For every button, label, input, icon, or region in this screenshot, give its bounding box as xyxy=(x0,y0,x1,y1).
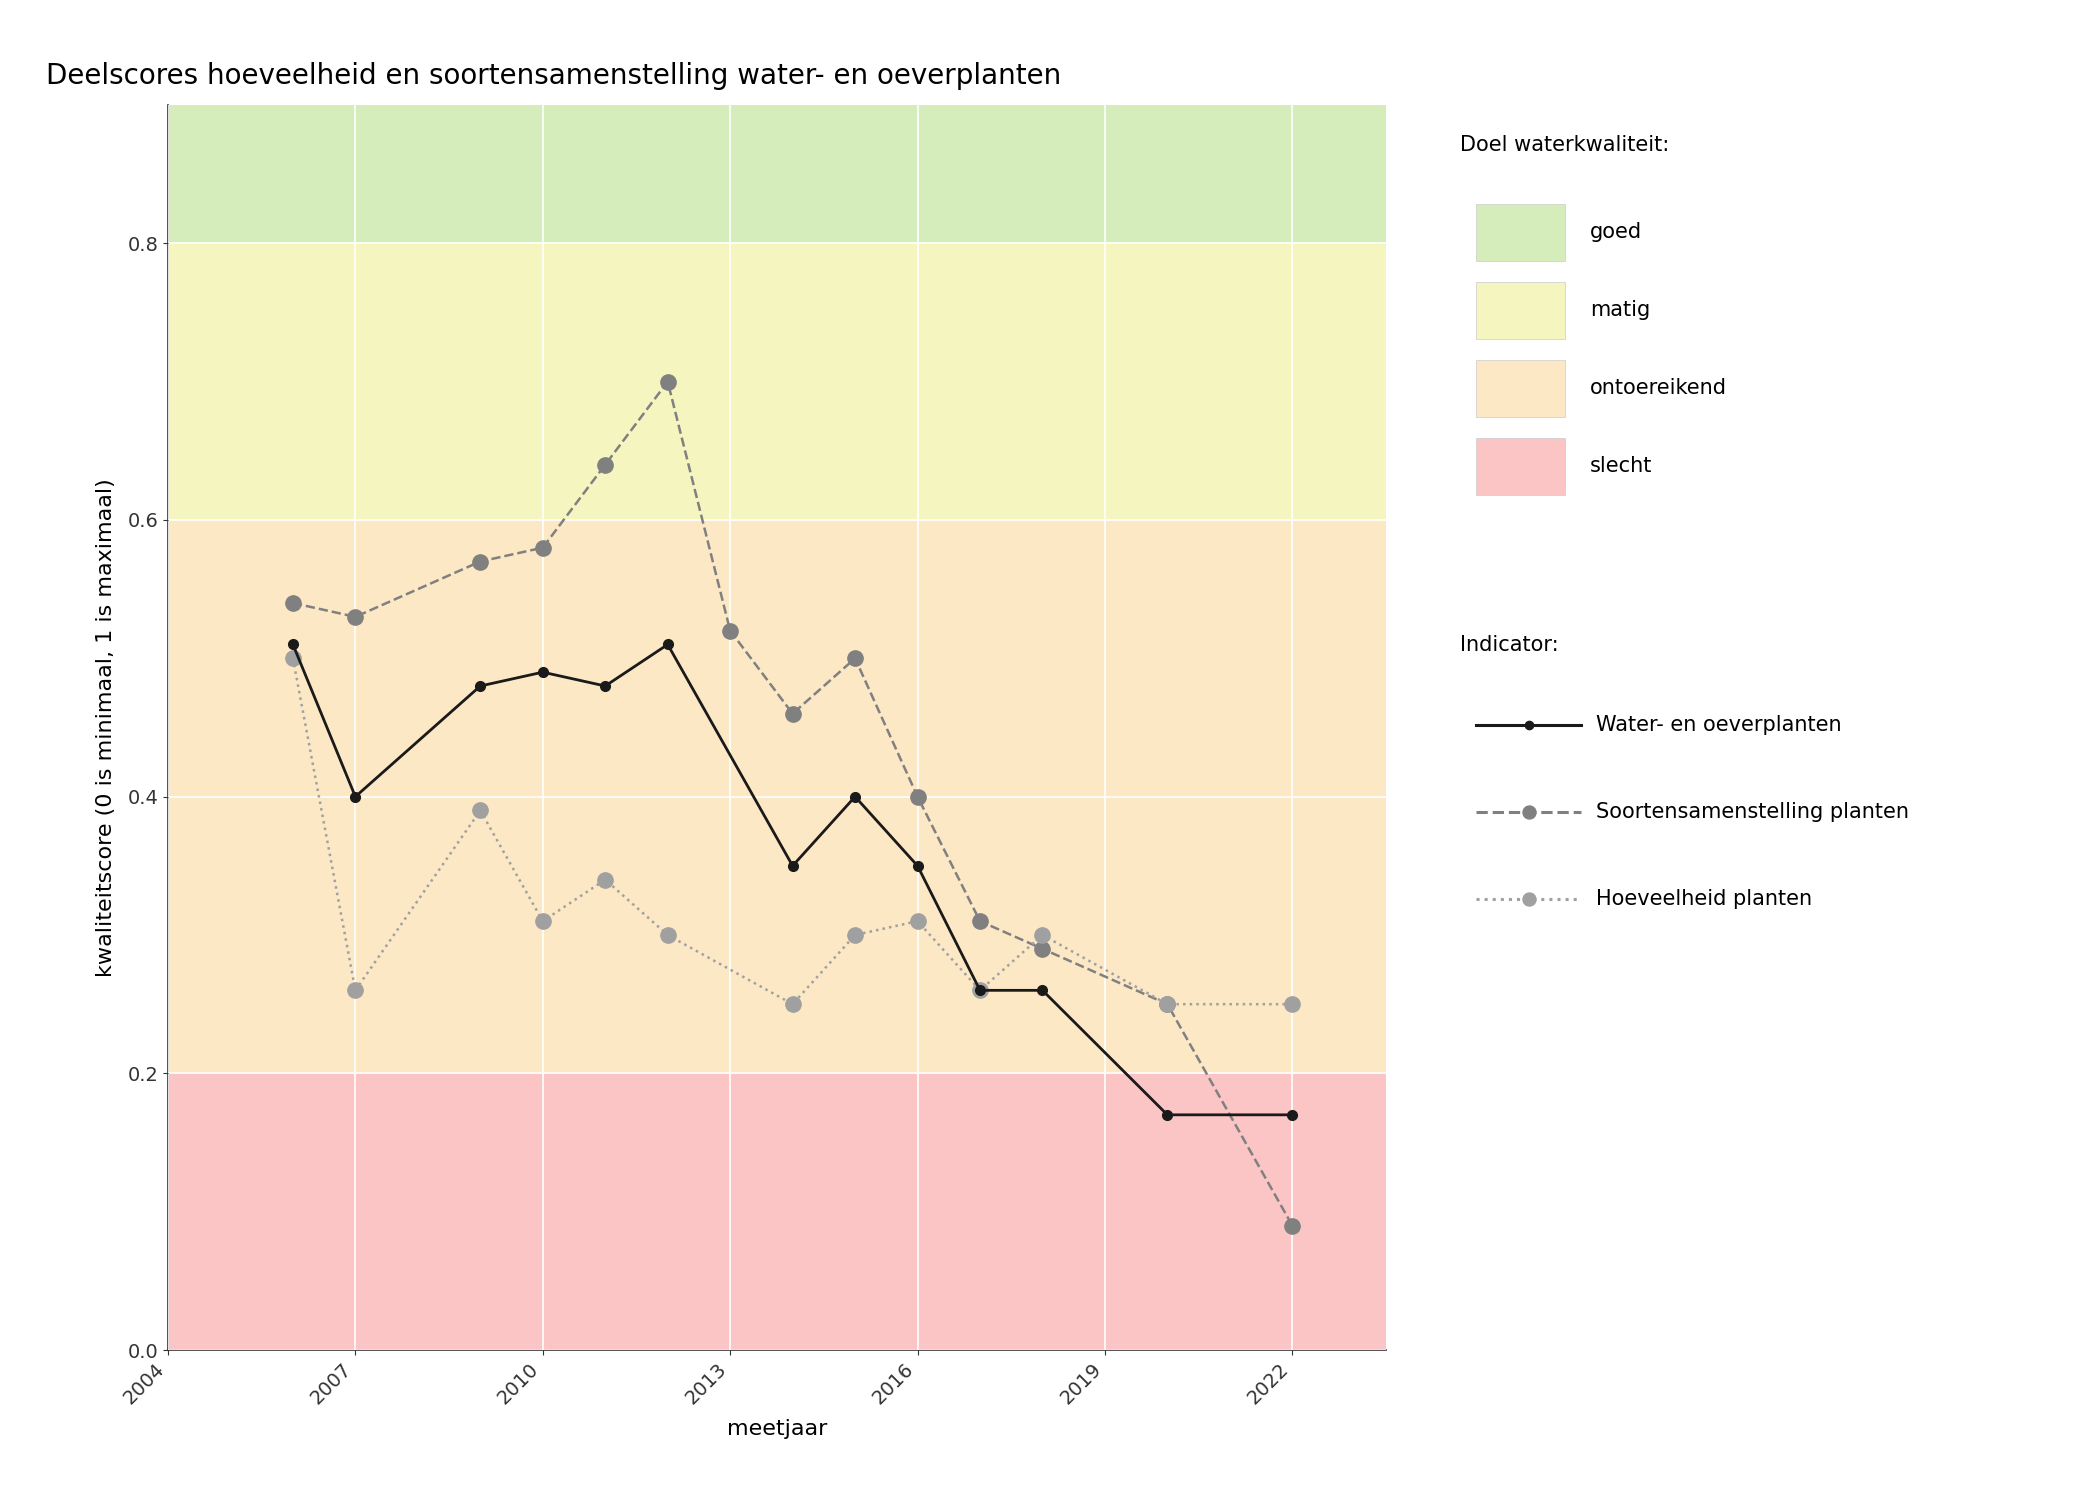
Soortensamenstelling planten xyxy=(592,456,617,474)
Text: Hoeveelheid planten: Hoeveelheid planten xyxy=(1596,888,1812,909)
Water- en oeverplanten xyxy=(468,676,494,694)
Hoeveelheid planten xyxy=(529,912,554,930)
Hoeveelheid planten xyxy=(342,981,368,999)
Water- en oeverplanten xyxy=(1029,981,1054,999)
Soortensamenstelling planten xyxy=(529,538,554,556)
Water- en oeverplanten xyxy=(279,636,304,654)
Text: slecht: slecht xyxy=(1590,456,1653,477)
Text: Soortensamenstelling planten: Soortensamenstelling planten xyxy=(1596,801,1909,822)
Text: Doel waterkwaliteit:: Doel waterkwaliteit: xyxy=(1460,135,1670,154)
Hoeveelheid planten xyxy=(1279,994,1304,1012)
Water- en oeverplanten xyxy=(842,788,867,806)
Hoeveelheid planten xyxy=(842,926,867,944)
Text: ontoereikend: ontoereikend xyxy=(1590,378,1726,399)
Soortensamenstelling planten xyxy=(279,594,304,612)
Water- en oeverplanten xyxy=(1279,1106,1304,1124)
Water- en oeverplanten xyxy=(655,636,680,654)
Soortensamenstelling planten xyxy=(779,705,804,723)
Bar xyxy=(168,520,1386,1074)
X-axis label: meetjaar: meetjaar xyxy=(727,1419,827,1438)
Bar xyxy=(168,243,1386,520)
Hoeveelheid planten xyxy=(1155,994,1180,1012)
Line: Soortensamenstelling planten: Soortensamenstelling planten xyxy=(286,374,1300,1233)
Soortensamenstelling planten xyxy=(1155,994,1180,1012)
Soortensamenstelling planten xyxy=(655,372,680,390)
Water- en oeverplanten xyxy=(905,856,930,874)
Hoeveelheid planten xyxy=(968,981,993,999)
Hoeveelheid planten xyxy=(592,870,617,888)
Hoeveelheid planten xyxy=(655,926,680,944)
Water- en oeverplanten xyxy=(968,981,993,999)
Bar xyxy=(168,1074,1386,1350)
Soortensamenstelling planten xyxy=(1029,940,1054,958)
Soortensamenstelling planten xyxy=(718,621,743,639)
Hoeveelheid planten xyxy=(779,994,804,1012)
Text: matig: matig xyxy=(1590,300,1651,321)
Text: goed: goed xyxy=(1590,222,1642,243)
Hoeveelheid planten xyxy=(468,801,494,819)
Hoeveelheid planten xyxy=(279,650,304,668)
Soortensamenstelling planten xyxy=(342,608,368,625)
Text: Water- en oeverplanten: Water- en oeverplanten xyxy=(1596,714,1842,735)
Water- en oeverplanten xyxy=(529,663,554,681)
Water- en oeverplanten xyxy=(592,676,617,694)
Soortensamenstelling planten xyxy=(968,912,993,930)
Water- en oeverplanten xyxy=(1155,1106,1180,1124)
Soortensamenstelling planten xyxy=(842,650,867,668)
Water- en oeverplanten xyxy=(342,788,368,806)
Soortensamenstelling planten xyxy=(905,788,930,806)
Hoeveelheid planten xyxy=(1029,926,1054,944)
Water- en oeverplanten xyxy=(779,856,804,874)
Text: Indicator:: Indicator: xyxy=(1460,634,1558,654)
Y-axis label: kwaliteitscore (0 is minimaal, 1 is maximaal): kwaliteitscore (0 is minimaal, 1 is maxi… xyxy=(97,478,116,976)
Hoeveelheid planten xyxy=(905,912,930,930)
Soortensamenstelling planten xyxy=(468,552,494,570)
Text: Deelscores hoeveelheid en soortensamenstelling water- en oeverplanten: Deelscores hoeveelheid en soortensamenst… xyxy=(46,62,1060,90)
Line: Hoeveelheid planten: Hoeveelheid planten xyxy=(286,651,1300,1012)
Line: Water- en oeverplanten: Water- en oeverplanten xyxy=(288,639,1298,1119)
Soortensamenstelling planten xyxy=(1279,1216,1304,1234)
Bar xyxy=(168,105,1386,243)
